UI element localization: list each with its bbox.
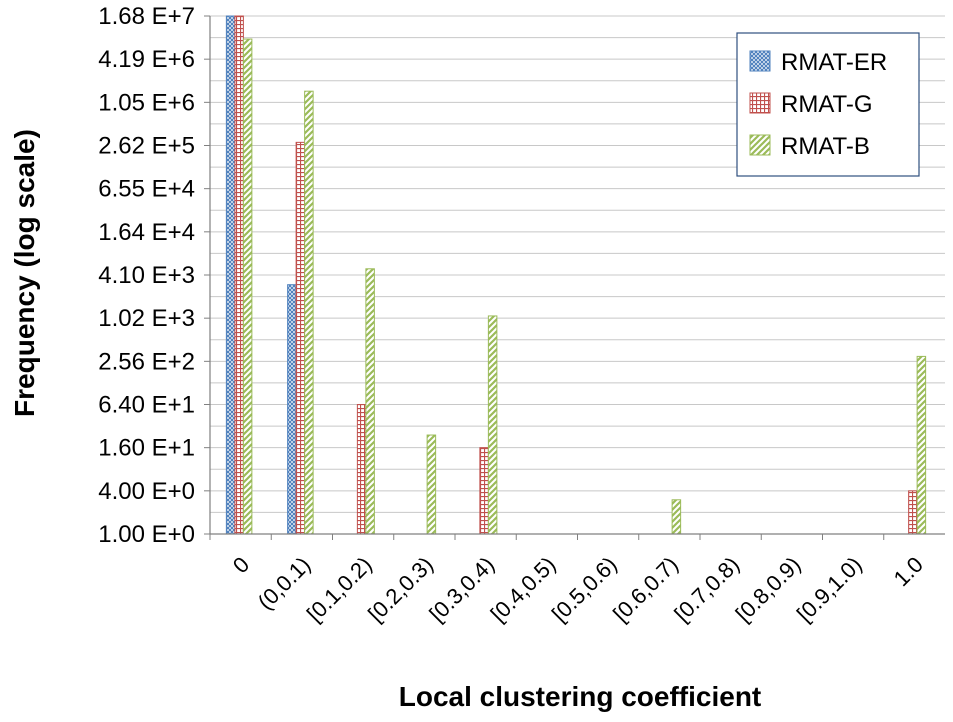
bar-rmat-b [242, 38, 253, 535]
bar-rmat-b [365, 268, 375, 535]
legend-label-rmat-b: RMAT-B [781, 133, 870, 160]
y-tick-label: 1.64 E+4 [98, 219, 195, 246]
x-tick-label: 1.0 [889, 552, 928, 591]
y-tick-label: 1.60 E+1 [98, 435, 195, 462]
x-tick-labels: 0(0,0.1)[0.1,0.2)[0.2,0.3)[0.3,0.4)[0.4,… [228, 552, 928, 627]
bar-rmat-er [225, 15, 236, 535]
x-tick-label: [0.8,0.9) [731, 552, 806, 627]
bar-rmat-b [304, 90, 314, 535]
x-tick-label: [0.3,0.4) [424, 552, 499, 627]
y-tick-label: 6.55 E+4 [98, 176, 195, 203]
y-tick-label: 4.19 E+6 [98, 46, 195, 73]
bar-rmat-g [908, 490, 918, 535]
x-tick-label: [0.7,0.8) [669, 552, 744, 627]
y-tick-label: 6.40 E+1 [98, 392, 195, 419]
y-tick-label: 1.00 E+0 [98, 521, 195, 548]
y-axis-title: Frequency (log scale) [9, 129, 40, 417]
x-tick-label: 0 [228, 552, 254, 578]
bar-rmat-b [916, 355, 927, 535]
legend-label-rmat-g: RMAT-G [781, 91, 873, 118]
y-tick-label: 1.05 E+6 [98, 89, 195, 116]
legend-label-rmat-er: RMAT-ER [781, 49, 887, 76]
legend-swatch-rmat-er [749, 50, 771, 72]
bar-rmat-g [356, 404, 367, 535]
x-tick-label: [0.1,0.2) [302, 552, 377, 627]
legend-swatch-rmat-b [749, 134, 771, 156]
x-tick-label: [0.6,0.7) [608, 552, 683, 627]
bar-rmat-g [234, 15, 244, 535]
y-tick-label: 1.68 E+7 [98, 3, 195, 30]
y-tick-label: 4.00 E+0 [98, 478, 195, 505]
y-tick-label: 2.56 E+2 [98, 348, 195, 375]
bars [225, 15, 927, 535]
bar-rmat-g [479, 447, 489, 535]
x-tick-label: [0.2,0.3) [363, 552, 438, 627]
bar-rmat-g [295, 141, 306, 535]
y-tick-label: 4.10 E+3 [98, 262, 195, 289]
bar-rmat-b [426, 434, 437, 535]
y-tick-label: 2.62 E+5 [98, 133, 195, 160]
axes [204, 15, 945, 540]
y-tick-label: 1.02 E+3 [98, 305, 195, 332]
legend: RMAT-ER RMAT-G RMAT-B [736, 32, 920, 177]
x-tick-label: [0.4,0.5) [486, 552, 561, 627]
x-tick-label: [0.5,0.6) [547, 552, 622, 627]
bar-rmat-b [671, 499, 682, 535]
y-tick-labels: 1.00 E+0 4.00 E+0 1.60 E+1 6.40 E+1 2.56 E+2… [98, 3, 195, 548]
x-axis-title: Local clustering coefficient [399, 681, 762, 712]
x-tick-label: [0.9,1.0) [792, 552, 867, 627]
bar-rmat-er [287, 284, 297, 535]
bar-rmat-b [487, 315, 498, 535]
legend-swatch-rmat-g [749, 92, 771, 114]
